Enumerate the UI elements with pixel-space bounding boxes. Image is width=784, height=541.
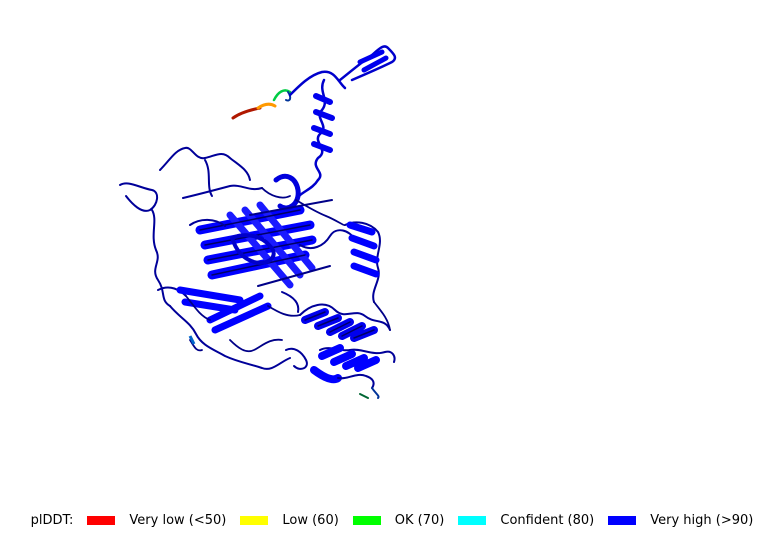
legend-swatch-very-high: [608, 515, 637, 525]
left-loop-domain: [119, 146, 291, 370]
upper-helix-region: [288, 45, 397, 202]
legend-label-confident: Confident (80): [500, 512, 595, 528]
beta-sheet-core: [176, 173, 356, 334]
legend-entry-low: Low (60): [240, 512, 339, 528]
legend-entry-very-high: Very high (>90): [608, 513, 753, 528]
plddt-legend: plDDT: Very low (<50) Low (60) OK (70) C…: [0, 506, 784, 534]
legend-swatch-very-low: [87, 515, 116, 525]
terminal-tail: [231, 89, 292, 120]
connecting-loops: [185, 187, 391, 353]
legend-label-very-low: Very low (<50): [129, 512, 227, 528]
legend-label-low: Low (60): [282, 512, 339, 528]
legend-entry-very-low: Very low (<50): [87, 513, 226, 528]
legend-label-very-high: Very high (>90): [650, 512, 754, 528]
legend-entry-confident: Confident (80): [458, 513, 594, 528]
legend-swatch-confident: [458, 515, 487, 525]
legend-swatch-ok: [352, 515, 381, 525]
helical-domain: [281, 221, 396, 399]
legend-entry-ok: OK (70): [352, 512, 445, 528]
legend-title: plDDT:: [30, 512, 74, 528]
protein-structure-render: [119, 45, 397, 399]
confident-patch: [188, 335, 196, 345]
legend-label-ok: OK (70): [394, 512, 445, 528]
legend-swatch-low: [240, 515, 269, 525]
